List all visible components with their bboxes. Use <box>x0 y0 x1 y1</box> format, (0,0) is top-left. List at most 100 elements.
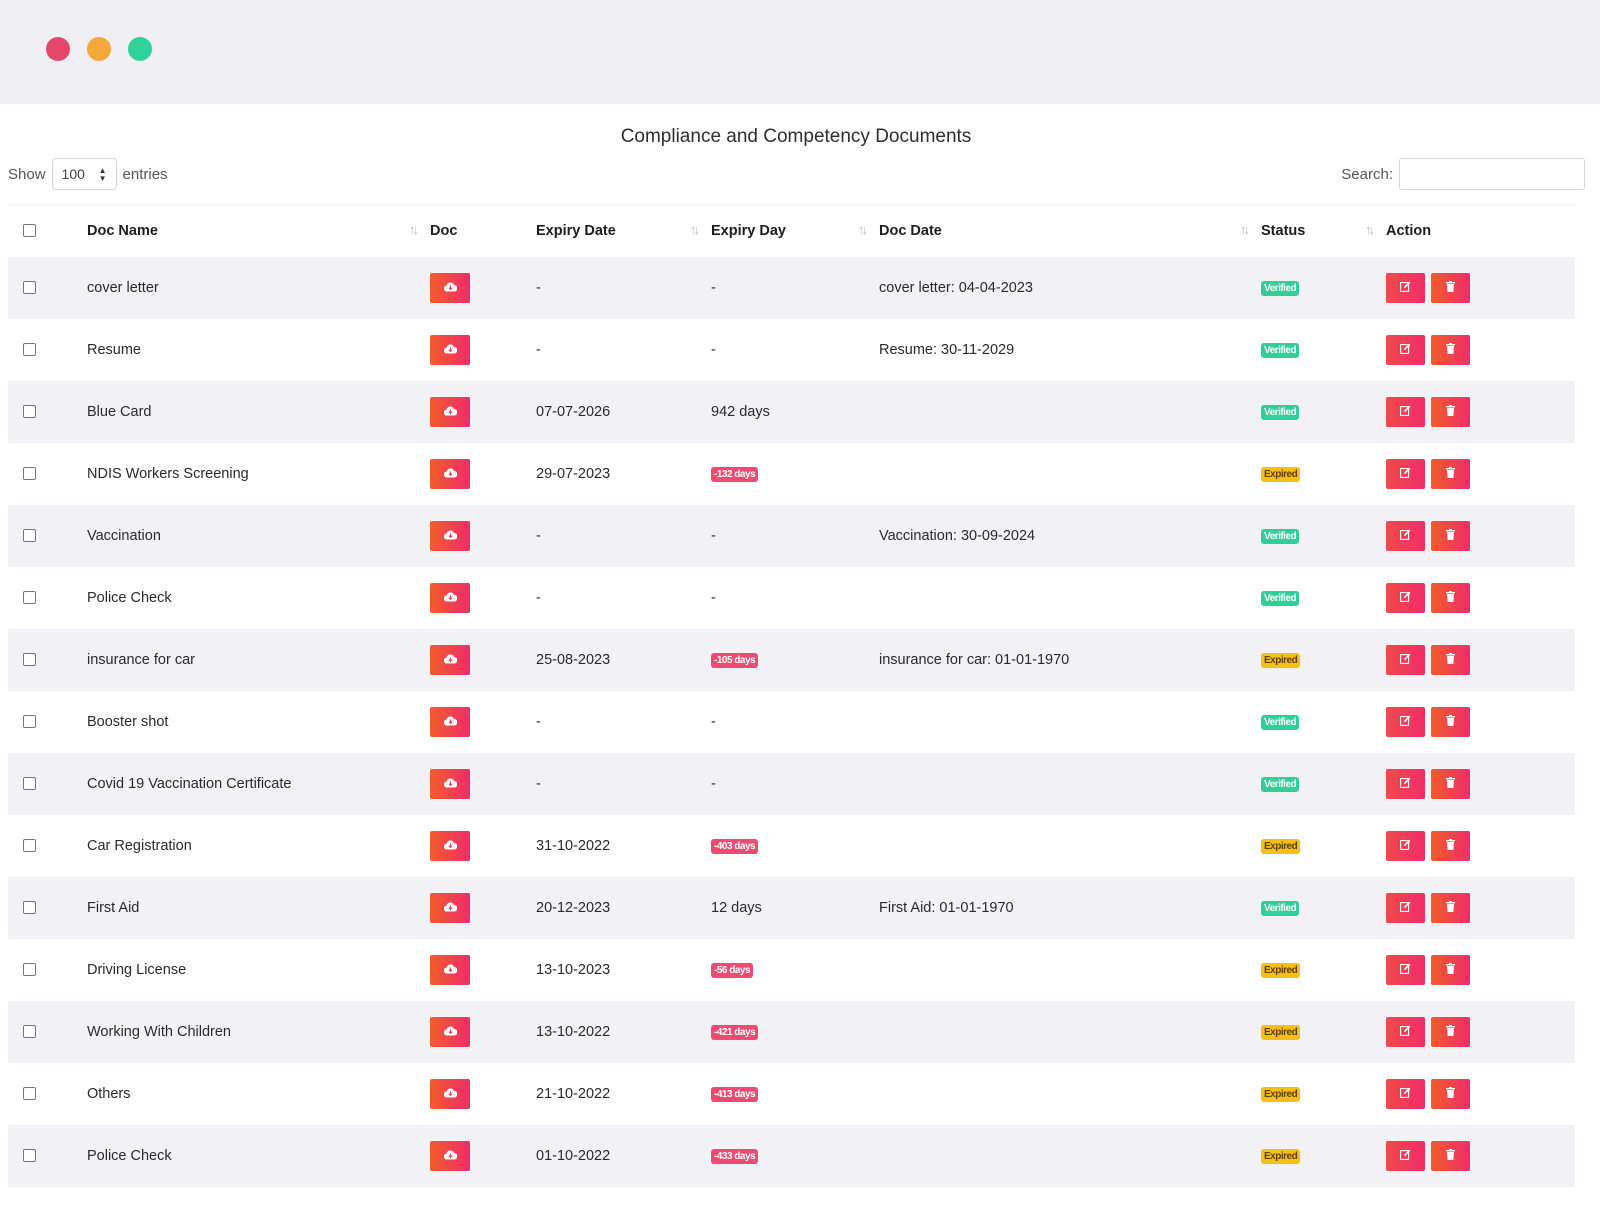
edit-button[interactable] <box>1386 954 1425 985</box>
col-expiry-date[interactable]: Expiry Date ↑↓ <box>536 222 700 239</box>
edit-button[interactable] <box>1386 582 1425 613</box>
expiry-date-cell: 25-08-2023 <box>536 651 611 668</box>
delete-button[interactable] <box>1431 954 1470 985</box>
download-doc-button[interactable] <box>430 830 470 861</box>
delete-button[interactable] <box>1431 1140 1470 1171</box>
cloud-download-icon <box>443 838 457 854</box>
row-checkbox[interactable] <box>23 1025 36 1038</box>
edit-button[interactable] <box>1386 1140 1425 1171</box>
status-badge: Expired <box>1261 467 1301 482</box>
download-doc-button[interactable] <box>430 458 470 489</box>
row-checkbox[interactable] <box>23 529 36 542</box>
col-doc-date[interactable]: Doc Date ↑↓ <box>879 222 1250 239</box>
download-doc-button[interactable] <box>430 520 470 551</box>
expiry-day-cell: 942 days <box>711 381 879 443</box>
doc-name-cell: First Aid <box>87 899 140 916</box>
row-checkbox[interactable] <box>23 467 36 480</box>
doc-date-cell <box>879 1125 1261 1187</box>
edit-button[interactable] <box>1386 768 1425 799</box>
row-checkbox[interactable] <box>23 777 36 790</box>
table-row: Police Check 01-10-2022 -433 days Expired <box>8 1124 1575 1187</box>
download-doc-button[interactable] <box>430 396 470 427</box>
col-doc-name[interactable]: Doc Name ↑↓ <box>87 222 419 239</box>
col-expiry-day[interactable]: Expiry Day ↑↓ <box>711 222 868 239</box>
download-doc-button[interactable] <box>430 644 470 675</box>
download-doc-button[interactable] <box>430 768 470 799</box>
delete-button[interactable] <box>1431 644 1470 675</box>
delete-button[interactable] <box>1431 768 1470 799</box>
download-doc-button[interactable] <box>430 272 470 303</box>
edit-button[interactable] <box>1386 458 1425 489</box>
edit-button[interactable] <box>1386 706 1425 737</box>
expiry-days-badge: -56 days <box>711 963 754 978</box>
delete-button[interactable] <box>1431 582 1470 613</box>
doc-date-cell <box>879 939 1261 1001</box>
expiry-day-cell: -56 days <box>711 939 879 1001</box>
delete-button[interactable] <box>1431 1016 1470 1047</box>
edit-button[interactable] <box>1386 892 1425 923</box>
row-checkbox[interactable] <box>23 343 36 356</box>
edit-button[interactable] <box>1386 1016 1425 1047</box>
show-label: Show <box>8 165 46 183</box>
doc-name-cell: Car Registration <box>87 837 192 854</box>
row-checkbox[interactable] <box>23 715 36 728</box>
search-control: Search: <box>1341 158 1585 190</box>
search-input[interactable] <box>1399 158 1585 190</box>
delete-button[interactable] <box>1431 272 1470 303</box>
table-row: cover letter - - cover letter: 04-04-2023 Ve… <box>8 256 1575 319</box>
download-doc-button[interactable] <box>430 892 470 923</box>
trash-icon <box>1446 1086 1455 1102</box>
minimize-window-button[interactable] <box>87 37 111 61</box>
delete-button[interactable] <box>1431 458 1470 489</box>
download-doc-button[interactable] <box>430 954 470 985</box>
expiry-date-cell: 21-10-2022 <box>536 1085 611 1102</box>
row-checkbox[interactable] <box>23 1149 36 1162</box>
edit-button[interactable] <box>1386 520 1425 551</box>
row-actions <box>1386 582 1575 613</box>
download-doc-button[interactable] <box>430 706 470 737</box>
edit-button[interactable] <box>1386 830 1425 861</box>
close-window-button[interactable] <box>46 37 70 61</box>
expiry-date-cell: 31-10-2022 <box>536 837 611 854</box>
download-doc-button[interactable] <box>430 1016 470 1047</box>
trash-icon <box>1446 838 1455 854</box>
row-checkbox[interactable] <box>23 963 36 976</box>
edit-button[interactable] <box>1386 1078 1425 1109</box>
delete-button[interactable] <box>1431 334 1470 365</box>
row-checkbox[interactable] <box>23 839 36 852</box>
row-checkbox[interactable] <box>23 1087 36 1100</box>
delete-button[interactable] <box>1431 396 1470 427</box>
col-status[interactable]: Status ↑↓ <box>1261 222 1375 239</box>
doc-name-cell: Covid 19 Vaccination Certificate <box>87 775 292 792</box>
row-checkbox[interactable] <box>23 405 36 418</box>
download-doc-button[interactable] <box>430 1078 470 1109</box>
row-actions <box>1386 644 1575 675</box>
edit-button[interactable] <box>1386 334 1425 365</box>
delete-button[interactable] <box>1431 830 1470 861</box>
row-checkbox[interactable] <box>23 281 36 294</box>
row-checkbox[interactable] <box>23 653 36 666</box>
delete-button[interactable] <box>1431 1078 1470 1109</box>
delete-button[interactable] <box>1431 892 1470 923</box>
edit-button[interactable] <box>1386 396 1425 427</box>
maximize-window-button[interactable] <box>128 37 152 61</box>
entries-select[interactable]: 100 ▲ ▼ <box>51 158 117 190</box>
edit-button[interactable] <box>1386 272 1425 303</box>
expiry-date-cell: 13-10-2022 <box>536 1023 611 1040</box>
download-doc-button[interactable] <box>430 334 470 365</box>
download-doc-button[interactable] <box>430 582 470 613</box>
delete-button[interactable] <box>1431 706 1470 737</box>
doc-date-cell <box>879 815 1261 877</box>
doc-name-cell: cover letter <box>87 279 159 296</box>
expiry-day-cell: -403 days <box>711 815 879 877</box>
row-checkbox[interactable] <box>23 591 36 604</box>
download-doc-button[interactable] <box>430 1140 470 1171</box>
expiry-day-cell: - <box>711 319 879 381</box>
select-all-checkbox[interactable] <box>23 224 36 238</box>
edit-icon <box>1400 652 1411 668</box>
delete-button[interactable] <box>1431 520 1470 551</box>
edit-icon <box>1400 590 1411 606</box>
row-checkbox[interactable] <box>23 901 36 914</box>
edit-button[interactable] <box>1386 644 1425 675</box>
doc-name-cell: insurance for car <box>87 651 195 668</box>
